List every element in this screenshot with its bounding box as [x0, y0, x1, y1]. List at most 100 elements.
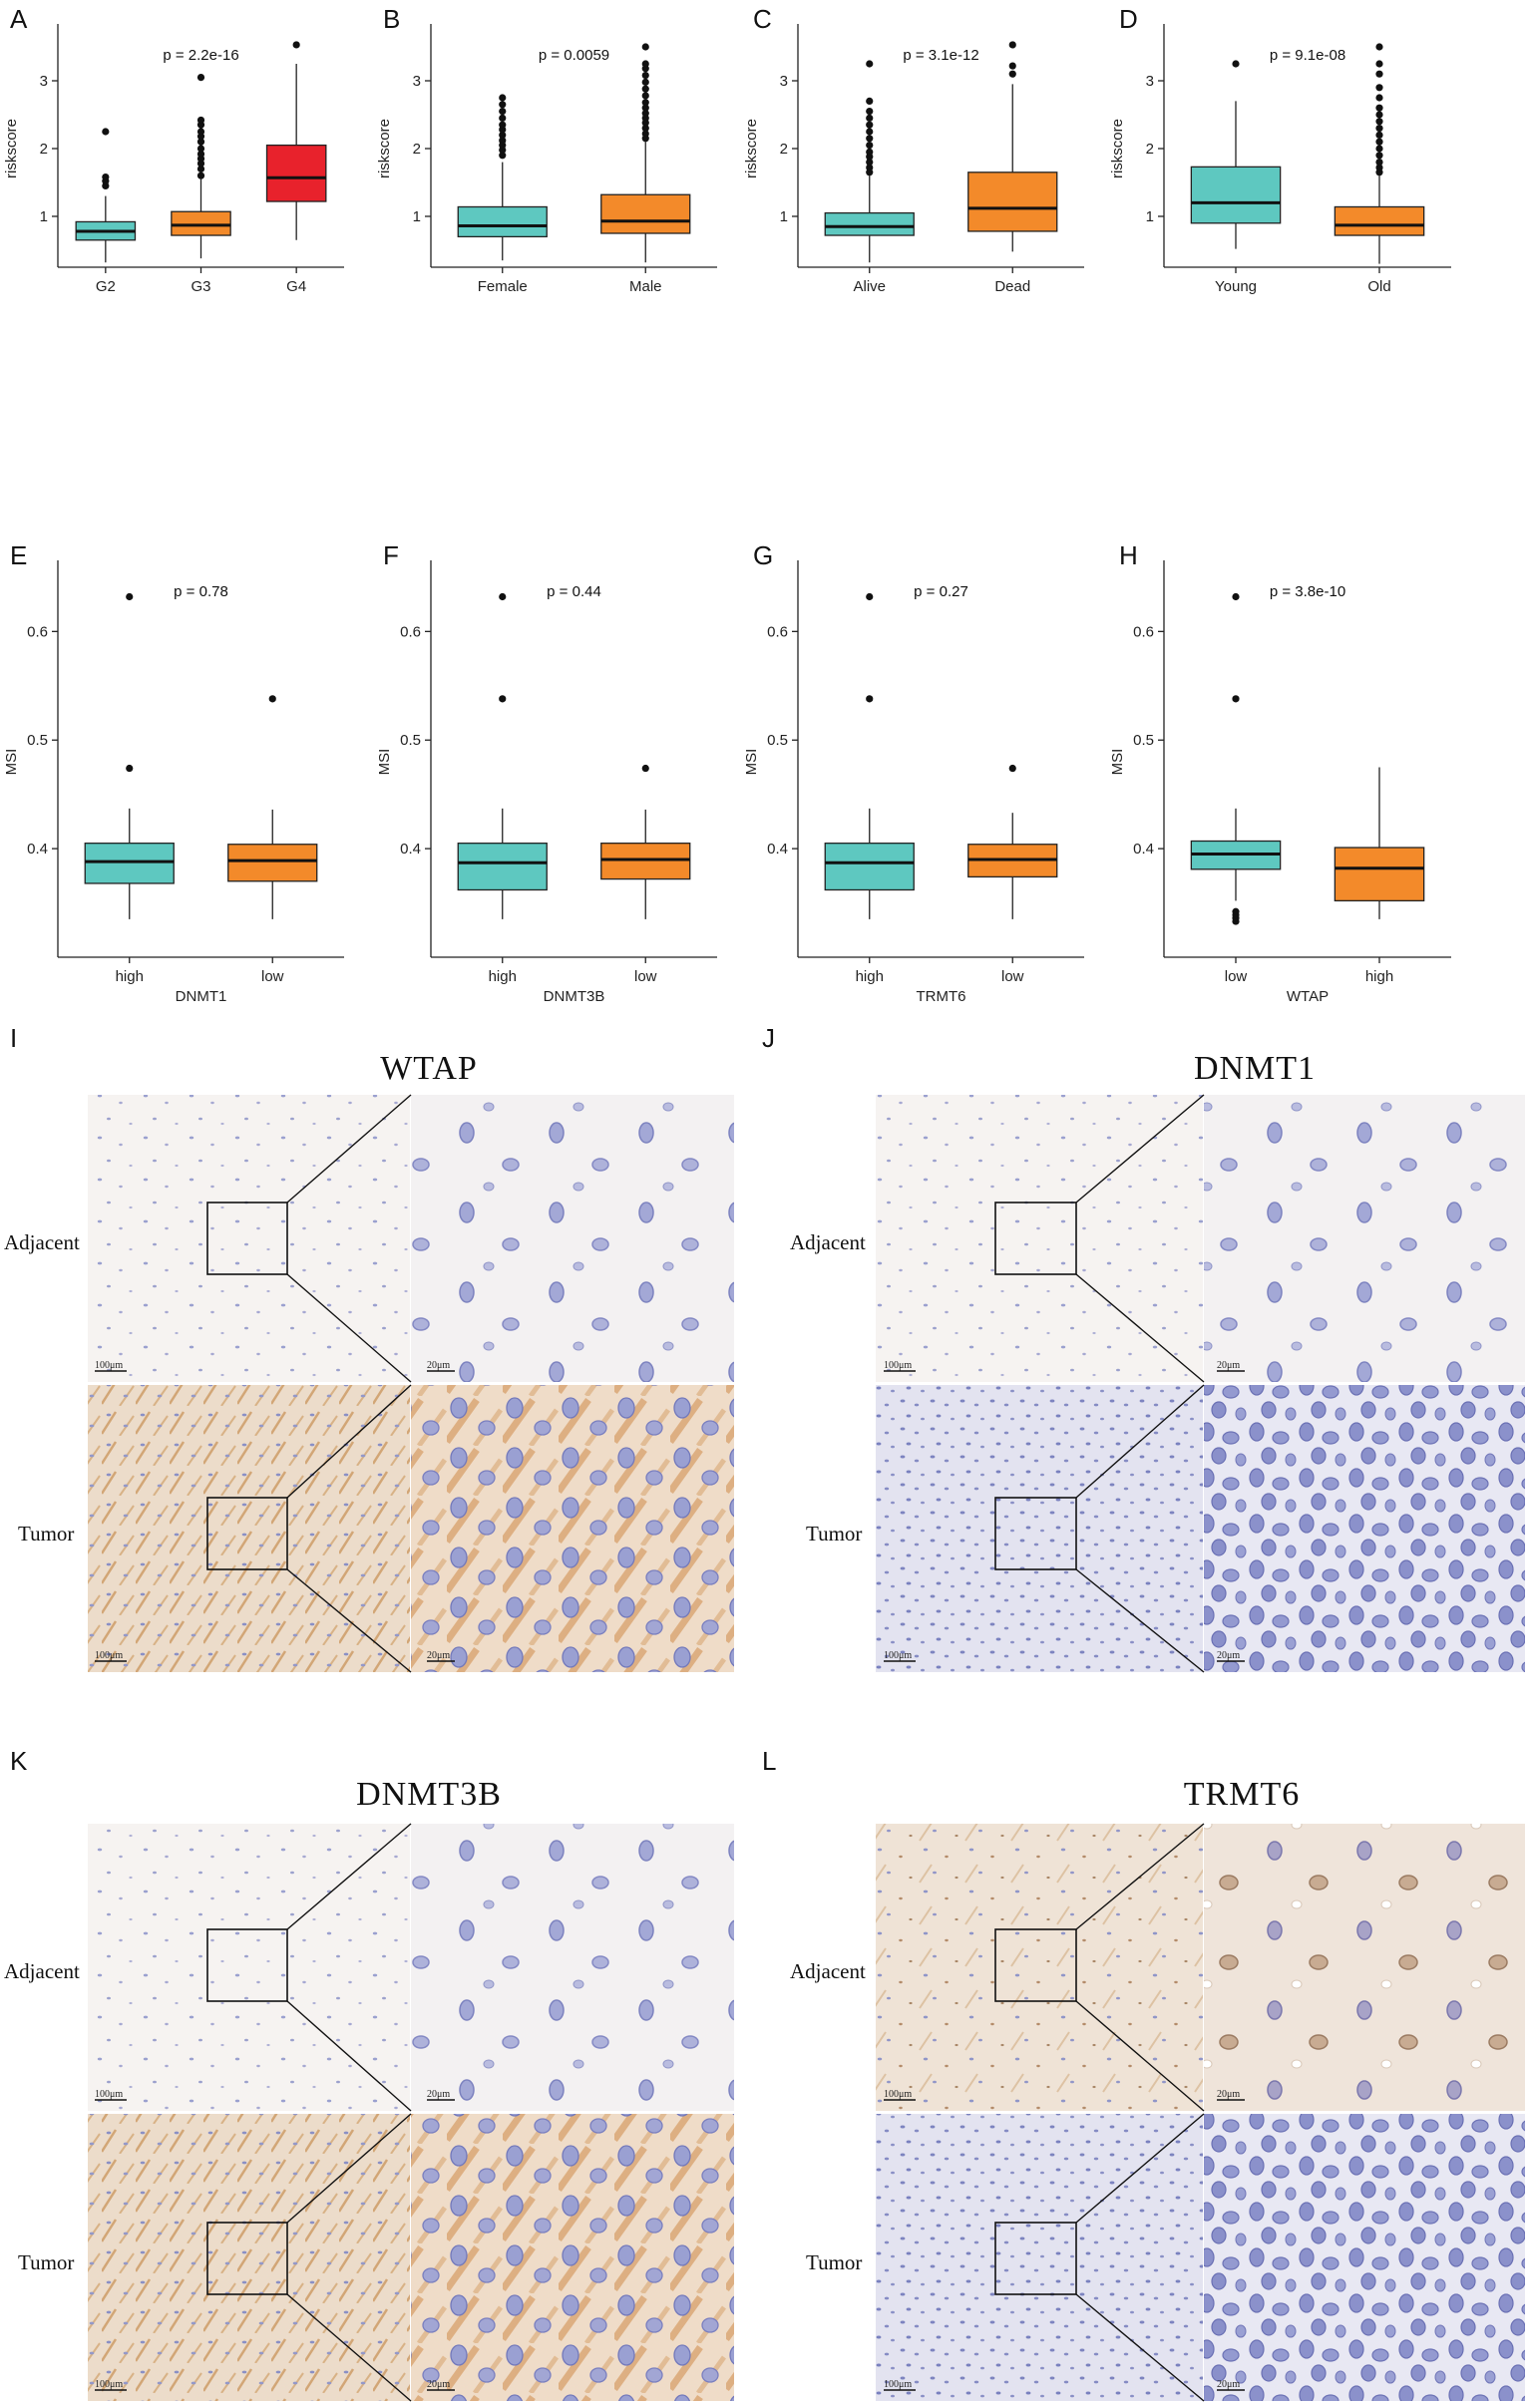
wtap-adjacent-roi [206, 1202, 288, 1275]
dnmt1-adjacent-roi [994, 1202, 1077, 1275]
outlier-point [196, 145, 205, 153]
outlier-point [499, 94, 507, 102]
box [171, 210, 231, 236]
outlier-point [866, 121, 874, 129]
box [227, 844, 318, 882]
box [265, 144, 327, 202]
outlier-point [196, 172, 205, 179]
outlier-point [1375, 125, 1383, 133]
box-group-dead: Dead [967, 41, 1058, 295]
y-tick-label: 2 [413, 141, 421, 158]
outlier-point [1232, 907, 1240, 915]
boxplot-panel-d: D 1 2 3 riskscore p = 9.1e-08 Young Old [1109, 4, 1451, 295]
scale-label-20um: 20μm [427, 1360, 450, 1371]
outlier-point [866, 128, 874, 136]
scale-label-100um: 100μm [95, 1360, 123, 1371]
outlier-point [641, 764, 649, 773]
scale-label-100um: 100μm [95, 2379, 123, 2390]
x-tick-label: Old [1367, 278, 1390, 295]
outlier-point [1375, 131, 1383, 139]
y-tick-label: 0.4 [400, 841, 421, 858]
outlier-point [499, 114, 507, 122]
y-axis-label: riskscore [1109, 119, 1126, 178]
box [600, 843, 691, 880]
y-tick-label: 0.6 [1133, 623, 1154, 640]
panel-letter: A [10, 4, 28, 34]
panel-letter: C [753, 4, 772, 34]
outlier-point [1232, 60, 1240, 68]
x-tick-label: G2 [96, 278, 116, 295]
boxplot-panel-e: E 0.4 0.5 0.6 MSI p = 0.78 high low DNMT1 [3, 540, 344, 1005]
outlier-point [499, 131, 507, 139]
boxplot-panel-g: G 0.4 0.5 0.6 MSI p = 0.27 high low TRMT6 [743, 540, 1084, 1005]
box-group-low: low [227, 695, 318, 985]
panel-letter-i: I [10, 1023, 17, 1053]
box-group-low: low [967, 764, 1058, 985]
wtap-tumor-zoom [411, 1385, 734, 1672]
outlier-point [499, 108, 507, 116]
outlier-point [126, 592, 134, 601]
x-tick-label: high [856, 968, 884, 985]
dnmt3b-adjacent-zoom [411, 1824, 734, 2111]
row-label-adjacent: Adjacent [790, 1959, 866, 1983]
outlier-point [1375, 152, 1383, 160]
scale-label-20um: 20μm [427, 2379, 450, 2390]
scale-label-100um: 100μm [95, 1650, 123, 1661]
y-tick-label: 1 [780, 208, 788, 225]
x-tick-label: low [634, 968, 657, 985]
dnmt3b-tumor-roi [206, 2222, 288, 2295]
outlier-point [499, 152, 507, 160]
outlier-point [641, 85, 649, 93]
p-value-label: p = 2.2e-16 [163, 47, 238, 64]
box-group-high: high [1334, 767, 1425, 985]
trmt6-tumor-roi [994, 2222, 1077, 2295]
x-tick-label: low [261, 968, 284, 985]
dnmt1-tumor-roi [994, 1497, 1077, 1570]
box [1334, 205, 1425, 236]
box-group-low: low [1190, 592, 1282, 985]
x-axis-label: DNMT3B [544, 988, 605, 1005]
scale-label-20um: 20μm [427, 2089, 450, 2100]
panel-letter: F [383, 540, 399, 570]
boxplot-panel-b: B 1 2 3 riskscore p = 0.0059 Female Male [376, 4, 717, 295]
box [824, 211, 915, 236]
y-axis-label: MSI [1109, 749, 1126, 776]
y-tick-label: 0.4 [767, 841, 788, 858]
outlier-point [641, 110, 649, 118]
y-tick-label: 0.5 [1133, 732, 1154, 749]
outlier-point [866, 135, 874, 143]
p-value-label: p = 3.8e-10 [1270, 583, 1345, 600]
box [600, 193, 691, 234]
x-tick-label: Alive [853, 278, 886, 295]
box-group-low: low [600, 764, 691, 985]
boxplot-panel-a: A 1 2 3 riskscore p = 2.2e-16 G2 G3 G4 [3, 4, 344, 295]
y-tick-label: 0.4 [1133, 841, 1154, 858]
outlier-point [1232, 695, 1240, 703]
panel-letter: G [753, 540, 773, 570]
outlier-point [866, 114, 874, 122]
outlier-point [1375, 94, 1383, 102]
ihc-panel-dnmt3b: K DNMT3B Adjacent Tumor 100μm 20μm 100μm… [4, 1746, 734, 2402]
panel-letter: H [1119, 540, 1138, 570]
box-group-g2: G2 [75, 128, 137, 295]
outlier-point [126, 764, 134, 773]
box [1190, 166, 1282, 224]
dnmt1-tumor-overview [876, 1385, 1203, 1672]
scale-label-100um: 100μm [884, 2379, 912, 2390]
y-tick-label: 1 [413, 208, 421, 225]
row-label-tumor: Tumor [18, 2250, 74, 2274]
outlier-point [1375, 84, 1383, 92]
scale-label-100um: 100μm [95, 2089, 123, 2100]
y-tick-label: 1 [1146, 208, 1154, 225]
boxplot-panel-c: C 1 2 3 riskscore p = 3.1e-12 Alive Dead [743, 4, 1084, 295]
outlier-point [1375, 60, 1383, 68]
y-axis-label: riskscore [376, 119, 393, 178]
dnmt1-adjacent-overview [876, 1095, 1203, 1382]
outlier-point [1375, 145, 1383, 153]
box [967, 172, 1058, 232]
outlier-point [196, 74, 205, 82]
y-tick-label: 3 [1146, 73, 1154, 90]
scale-label-20um: 20μm [1217, 1650, 1240, 1661]
outlier-point [641, 78, 649, 86]
